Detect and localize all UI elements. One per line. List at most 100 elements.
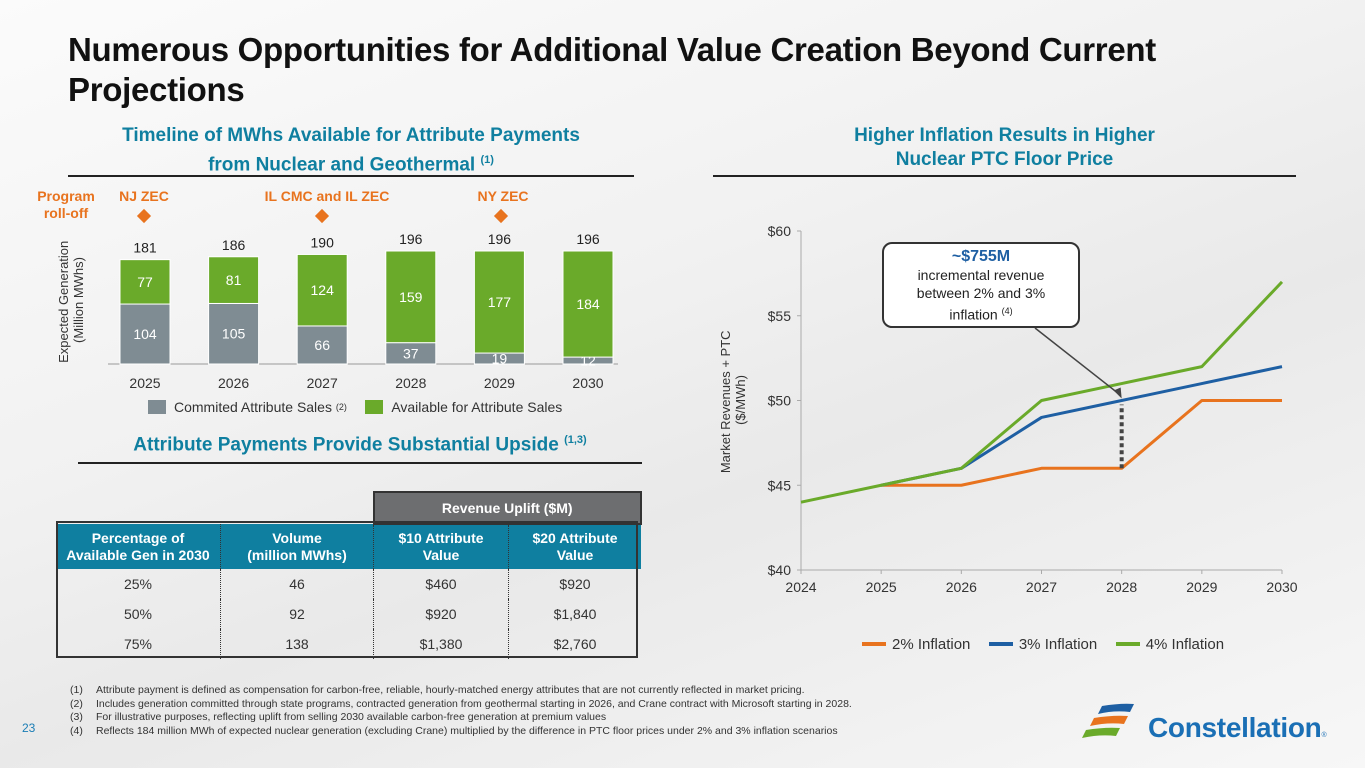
bar-x-tick-label: 2025 bbox=[129, 375, 160, 391]
table-cell: $2,760 bbox=[553, 636, 597, 652]
line-chart: Market Revenues + PTC ($/MWh) $40 $45 $50 $… bbox=[718, 223, 1298, 595]
y-tick-label: $40 bbox=[768, 562, 792, 578]
col-header-20-attr: $20 Attribute Value bbox=[508, 524, 641, 569]
table-empty-corner bbox=[56, 492, 374, 524]
table-row: 25% 46 $460 $920 bbox=[56, 569, 641, 599]
y-tick-label: $45 bbox=[768, 477, 792, 493]
marker-label-nj-zec: NJ ZEC bbox=[119, 188, 169, 204]
line-chart-ylabel-line1: Market Revenues + PTC bbox=[718, 330, 733, 473]
bar-x-tick-label: 2029 bbox=[484, 375, 515, 391]
table-cell: $1,380 bbox=[373, 629, 509, 659]
logo-stripe-orange bbox=[1090, 715, 1128, 726]
bar-chart-title: Timeline of MWhs Available for Attribute… bbox=[68, 124, 634, 177]
line-chart-title-line1: Higher Inflation Results in Higher bbox=[854, 125, 1155, 146]
footnote-text: For illustrative purposes, reflecting up… bbox=[96, 711, 607, 723]
footnote-text: Includes generation committed through st… bbox=[96, 697, 852, 710]
callout-arrowhead-icon bbox=[1113, 387, 1122, 399]
bar-value-label: 105 bbox=[222, 326, 246, 342]
y-tick-label: $55 bbox=[768, 308, 792, 324]
callout-box: ~$755M incremental revenue between 2% an… bbox=[882, 242, 1080, 328]
line-4pct-inflation bbox=[800, 280, 1284, 504]
callout-line3: inflation bbox=[949, 306, 998, 323]
bar-value-label: 184 bbox=[576, 296, 600, 312]
program-rolloff-label: Program roll-off bbox=[28, 188, 104, 222]
logo-wordmark: Constellation® bbox=[1148, 712, 1327, 744]
bar-value-label: 77 bbox=[137, 274, 153, 290]
bar-available bbox=[296, 253, 348, 327]
x-tick-label: 2025 bbox=[866, 579, 897, 595]
table-section-title: Attribute Payments Provide Substantial U… bbox=[78, 428, 642, 457]
callout-arrow bbox=[1034, 327, 1121, 396]
logo-registered-mark: ® bbox=[1321, 732, 1327, 739]
col-header-percentage: Percentage of Available Gen in 2030 bbox=[56, 524, 221, 569]
bar-x-tick-label: 2026 bbox=[218, 375, 249, 391]
col-header-line: $10 Attribute bbox=[398, 530, 484, 546]
bar-value-label: 81 bbox=[226, 272, 242, 288]
y-tick-label: $50 bbox=[768, 393, 792, 409]
table-cell: $920 bbox=[559, 576, 591, 592]
revenue-uplift-table: Revenue Uplift ($M) Percentage of Availa… bbox=[56, 491, 642, 659]
bar-available bbox=[385, 250, 437, 344]
col-header-line: Percentage of bbox=[91, 529, 185, 546]
footnote: (2) Includes generation committed through… bbox=[70, 698, 852, 712]
legend-swatch-committed bbox=[148, 400, 166, 414]
line-chart-legend: 2% Inflation 3% Inflation 4% Inflation bbox=[862, 633, 1238, 653]
footnote: (4) Reflects 184 million MWh of expected … bbox=[70, 725, 852, 739]
bar-available bbox=[208, 256, 260, 304]
logo-stripe-blue bbox=[1098, 703, 1134, 714]
bar-value-label: 66 bbox=[314, 337, 330, 353]
page-title: Numerous Opportunities for Additional Va… bbox=[68, 31, 1156, 108]
col-header-line: $20 Attribute bbox=[532, 530, 618, 546]
bar-total-label: 190 bbox=[311, 234, 335, 250]
table-cell: 75% bbox=[56, 629, 221, 659]
legend-line-3pct bbox=[988, 642, 1013, 646]
bar-available bbox=[562, 250, 614, 358]
callout-value: ~$755M bbox=[951, 248, 1011, 265]
group-header-revenue-uplift: Revenue Uplift ($M) bbox=[372, 491, 642, 525]
program-rolloff-line2: roll-off bbox=[43, 205, 89, 221]
bar-chart-ylabel: Expected Generation (Million MWhs) bbox=[56, 237, 86, 363]
x-tick-label: 2027 bbox=[1026, 579, 1057, 595]
marker-diamond-icon bbox=[493, 208, 509, 224]
marker-label-ny-zec: NY ZEC bbox=[477, 188, 529, 204]
bar-total-label: 196 bbox=[576, 231, 600, 247]
bar-chart-title-rule bbox=[68, 175, 634, 177]
table-row: 50% 92 $920 $1,840 bbox=[56, 599, 641, 629]
table-cell: $1,840 bbox=[553, 606, 597, 622]
legend-label-4pct: 4% Inflation bbox=[1145, 635, 1225, 653]
stacked-bar-chart: Expected Generation (Million MWhs) 104 77… bbox=[56, 231, 618, 391]
legend-item-4pct: 4% Inflation bbox=[1115, 635, 1225, 653]
bar-chart-title-note: (1) bbox=[480, 154, 494, 166]
bar-total-label: 196 bbox=[399, 231, 423, 247]
footnote-text: Attribute payment is defined as compensa… bbox=[96, 684, 805, 696]
footnote-text: Reflects 184 million MWh of expected nuc… bbox=[96, 724, 838, 737]
line-chart-title-line2: Nuclear PTC Floor Price bbox=[895, 149, 1114, 170]
callout-line2: between 2% and 3% bbox=[916, 285, 1046, 301]
line-2pct-inflation bbox=[881, 399, 1282, 487]
bar-group: 104 77 181 2025 105 81 186 2026 66 124 190 2027 37 15… bbox=[119, 231, 614, 391]
bar-available bbox=[119, 259, 171, 305]
bar-total-label: 196 bbox=[488, 231, 512, 247]
line-chart-ylabel-line2: ($/MWh) bbox=[733, 375, 748, 425]
table-cell: 46 bbox=[220, 569, 374, 599]
legend-line-2pct bbox=[862, 642, 886, 646]
bar-value-label: 177 bbox=[488, 294, 512, 310]
col-header-line: (million MWhs) bbox=[247, 546, 347, 563]
bar-value-label: 124 bbox=[311, 282, 335, 298]
line-chart-ylabel: Market Revenues + PTC ($/MWh) bbox=[718, 327, 748, 473]
legend-label-3pct: 3% Inflation bbox=[1018, 635, 1098, 653]
line-chart-axes: $40 $45 $50 $55 $60 2024 2025 2026 2027 2028 2029 2… bbox=[768, 223, 1298, 595]
x-tick-label: 2029 bbox=[1186, 579, 1217, 595]
footnotes: (1) Attribute payment is defined as compe… bbox=[70, 684, 852, 738]
bar-x-tick-label: 2030 bbox=[572, 375, 603, 391]
logo-stripe-green bbox=[1082, 727, 1120, 738]
bar-x-tick-label: 2028 bbox=[395, 375, 426, 391]
footnote: (1) Attribute payment is defined as compe… bbox=[70, 684, 852, 698]
legend-item-available: Available for Attribute Sales bbox=[365, 399, 562, 415]
table-cell: 138 bbox=[220, 629, 374, 659]
line-chart-title-rule bbox=[713, 175, 1296, 177]
bar-value-label: 37 bbox=[403, 345, 419, 361]
bar-chart-ylabel-line2: (Million MWhs) bbox=[71, 257, 86, 343]
legend-item-committed: Commited Attribute Sales (2) bbox=[148, 399, 347, 415]
marker-diamond-icon bbox=[314, 208, 330, 224]
